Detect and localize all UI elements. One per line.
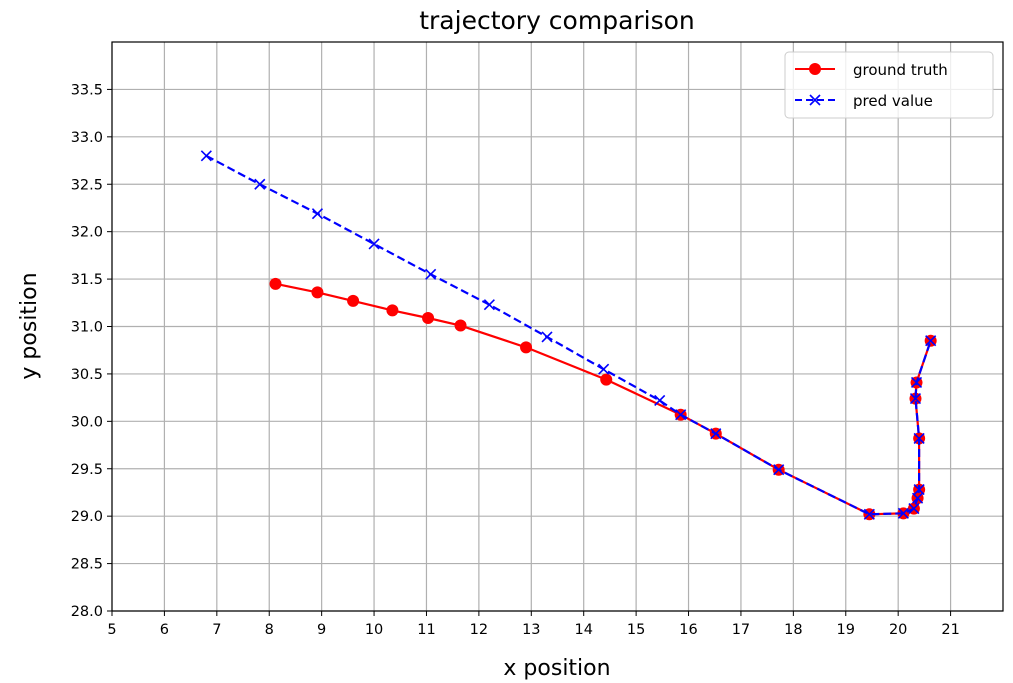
x-tick-label: 12 [470,622,488,638]
x-marker-stroke [913,432,925,444]
y-tick-label: 31.5 [71,272,103,288]
grid [111,42,1003,612]
data-point-ground-truth [347,294,360,307]
data-point-ground-truth [454,319,467,332]
data-point-pred-value [912,492,924,504]
y-axis-label: y position [17,272,42,379]
y-tick-label: 30.0 [71,414,103,430]
data-point-ground-truth [386,304,399,317]
data-point-pred-value [541,331,553,343]
x-tick-label: 20 [889,622,907,638]
x-tick-label: 21 [941,622,959,638]
legend: ground truth pred value [784,51,994,119]
legend-marker-ground-truth [809,63,821,75]
x-marker-stroke [254,178,266,190]
data-point-pred-value [598,363,610,375]
x-marker-stroke [897,507,909,519]
x-marker-stroke [200,150,212,162]
x-marker-stroke [675,409,687,421]
y-tick-label: 31.0 [71,320,103,336]
x-marker-stroke [773,464,785,476]
data-point-pred-value [311,208,324,220]
x-marker-stroke [863,508,875,520]
data-point-pred-value [909,393,922,405]
x-marker-stroke [541,331,553,343]
data-point-pred-value [913,432,925,444]
x-tick-label: 14 [574,622,592,638]
y-tick-label: 33.0 [71,130,103,146]
y-tick-label: 28.0 [71,604,103,620]
y-tick-label: 30.5 [71,367,103,383]
data-point-ground-truth [422,311,435,324]
axis-ticks: 5 6 7 8 9 10 11 12 13 14 15 16 17 18 19 20 21 28.0 28.5 29.… [71,82,960,638]
y-tick-label: 29.5 [71,462,103,478]
x-marker-stroke [311,208,324,220]
x-tick-label: 19 [837,622,855,638]
x-marker-stroke [909,393,922,405]
data-point-pred-value [910,376,923,389]
data-point-pred-value [254,178,266,190]
x-tick-label: 8 [265,622,274,638]
y-tick-label: 32.0 [71,225,103,241]
series-pred-value [200,150,937,520]
y-tick-label: 32.5 [71,177,103,193]
legend-marker-pred-value [809,94,821,106]
data-point-pred-value [925,335,937,347]
data-point-ground-truth [520,341,533,354]
data-point-ground-truth [600,373,613,386]
x-marker-stroke [654,394,666,407]
data-point-pred-value [773,464,785,476]
data-point-pred-value [675,409,687,421]
y-tick-label: 29.0 [71,509,103,525]
x-marker-stroke [912,492,924,504]
x-tick-label: 13 [522,622,540,638]
x-tick-label: 18 [784,622,802,638]
x-marker-stroke [368,238,380,250]
x-tick-label: 5 [107,622,116,638]
plot-series [200,150,937,521]
data-point-pred-value [200,150,212,162]
x-tick-label: 16 [679,622,697,638]
y-tick-label: 28.5 [71,557,103,573]
data-point-pred-value [483,299,495,311]
data-point-pred-value [710,428,722,440]
x-tick-label: 10 [365,622,383,638]
y-tick-label: 33.5 [71,82,103,98]
legend-label-ground-truth: ground truth [853,61,948,79]
data-point-pred-value [908,503,920,515]
x-marker-stroke [483,299,495,311]
chart-title: trajectory comparison [419,6,695,35]
x-marker-stroke [910,376,923,389]
x-tick-label: 11 [417,622,435,638]
data-point-pred-value [897,507,909,519]
x-tick-label: 17 [732,622,750,638]
data-point-pred-value [654,394,666,407]
x-axis-label: x position [503,656,610,681]
x-tick-label: 15 [627,622,645,638]
data-point-pred-value [913,484,925,496]
x-marker-stroke [710,428,722,440]
x-marker-stroke [908,503,920,515]
data-point-pred-value [863,508,875,520]
x-marker-stroke [913,484,925,496]
x-marker-stroke [925,335,937,347]
legend-label-pred-value: pred value [853,92,933,110]
x-marker-stroke [598,363,610,375]
data-point-pred-value [425,268,437,280]
data-point-ground-truth [269,277,282,290]
legend-box [784,51,994,119]
x-tick-label: 9 [317,622,326,638]
x-tick-label: 6 [160,622,169,638]
x-tick-label: 7 [212,622,221,638]
data-point-ground-truth [311,286,324,299]
x-marker-stroke [425,268,437,280]
data-point-pred-value [368,238,380,250]
